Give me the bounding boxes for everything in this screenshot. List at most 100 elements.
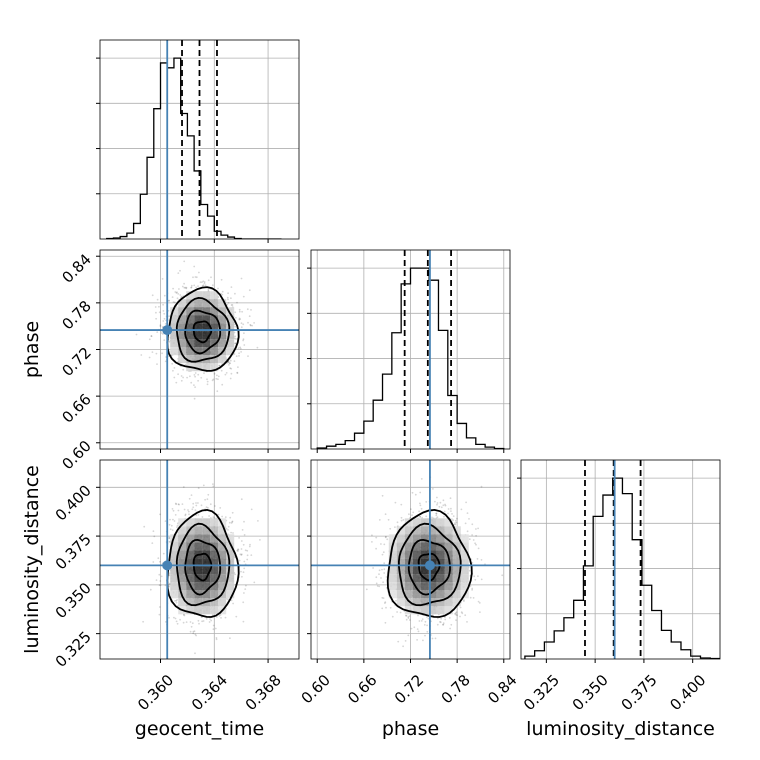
joint-geocent_time-phase-density-cell <box>194 347 203 356</box>
joint-geocent_time-luminosity_distance-density-cell <box>210 526 219 535</box>
joint-geocent_time-phase-sample-point <box>161 352 164 355</box>
joint-geocent_time-luminosity_distance-density-cell <box>178 550 187 559</box>
joint-geocent_time-luminosity_distance-sample-point <box>197 514 200 516</box>
joint-geocent_time-luminosity_distance-sample-point <box>149 588 152 591</box>
joint-phase-luminosity_distance-sample-point <box>436 503 438 506</box>
joint-phase-luminosity_distance-sample-point <box>371 541 373 543</box>
joint-phase-luminosity_distance-sample-point <box>450 507 452 510</box>
joint-geocent_time-phase-sample-point <box>234 342 237 345</box>
joint-geocent_time-luminosity_distance-density-cell <box>226 542 235 551</box>
joint-phase-luminosity_distance-sample-point <box>407 634 410 637</box>
joint-geocent_time-phase-sample-point <box>224 373 227 376</box>
joint-geocent_time-phase-sample-point <box>173 367 176 369</box>
joint-phase-luminosity_distance-sample-point <box>466 621 468 623</box>
joint-geocent_time-luminosity_distance-sample-point <box>197 487 200 489</box>
joint-geocent_time-phase-sample-point <box>206 380 209 383</box>
joint-geocent_time-luminosity_distance-sample-point <box>237 548 240 551</box>
joint-geocent_time-phase-sample-point <box>240 322 243 325</box>
joint-geocent_time-luminosity_distance-sample-point <box>170 524 173 527</box>
joint-phase-luminosity_distance-sample-point <box>396 611 398 613</box>
joint-geocent_time-phase-sample-point <box>195 276 198 279</box>
joint-geocent_time-phase-sample-point <box>242 339 245 342</box>
joint-geocent_time-phase-density-cell <box>210 355 219 364</box>
joint-geocent_time-phase-sample-point <box>177 272 180 274</box>
joint-geocent_time-luminosity_distance-density-cell <box>186 550 195 559</box>
joint-geocent_time-luminosity_distance-sample-point <box>201 516 204 518</box>
joint-phase-luminosity_distance-sample-point <box>419 502 421 505</box>
joint-phase-luminosity_distance-sample-point <box>468 538 471 541</box>
joint-geocent_time-phase-sample-point <box>155 352 158 355</box>
joint-phase-luminosity_distance-content <box>311 460 510 659</box>
joint-phase-luminosity_distance-sample-point <box>381 553 384 556</box>
joint-geocent_time-luminosity_distance-sample-point <box>200 504 203 507</box>
joint-geocent_time-luminosity_distance-density-cell <box>202 582 211 591</box>
joint-geocent_time-luminosity_distance-sample-point <box>208 660 210 662</box>
joint-geocent_time-phase-sample-point <box>148 338 151 341</box>
joint-geocent_time-phase-sample-point <box>194 375 197 378</box>
joint-geocent_time-luminosity_distance-sample-point <box>194 509 197 511</box>
joint-geocent_time-luminosity_distance-sample-point <box>208 515 211 517</box>
joint-phase-luminosity_distance-sample-point <box>399 611 402 614</box>
joint-geocent_time-phase-sample-point <box>168 340 171 343</box>
joint-geocent_time-luminosity_distance-sample-point <box>244 549 247 552</box>
joint-phase-luminosity_distance-sample-point <box>417 614 419 617</box>
joint-geocent_time-luminosity_distance-sample-point <box>192 506 195 509</box>
joint-phase-luminosity_distance-sample-point <box>435 512 438 515</box>
joint-phase-luminosity_distance-sample-point <box>464 522 467 525</box>
hist-luminosity_distance-frame <box>520 459 721 660</box>
joint-geocent_time-phase-sample-point <box>197 373 200 376</box>
joint-geocent_time-phase-sample-point <box>194 276 197 278</box>
joint-geocent_time-luminosity_distance-sample-point <box>215 637 218 639</box>
joint-geocent_time-phase-sample-point <box>217 375 220 378</box>
joint-geocent_time-phase-sample-point <box>251 324 254 327</box>
joint-geocent_time-phase-sample-point <box>163 317 166 320</box>
joint-phase-luminosity_distance-sample-point <box>404 640 407 642</box>
joint-geocent_time-luminosity_distance-contour-2 <box>184 538 222 596</box>
joint-geocent_time-phase-sample-point <box>193 397 196 400</box>
joint-geocent_time-phase-sample-point <box>234 342 237 345</box>
joint-geocent_time-phase-sample-point <box>194 372 197 374</box>
joint-geocent_time-phase-density-cell <box>218 299 227 308</box>
joint-phase-luminosity_distance-sample-point <box>472 597 475 599</box>
joint-geocent_time-phase-sample-point <box>183 282 186 285</box>
joint-geocent_time-luminosity_distance-density-cell <box>202 558 211 567</box>
joint-phase-luminosity_distance-sample-point <box>471 534 473 536</box>
joint-geocent_time-luminosity_distance-density-cell <box>202 590 211 599</box>
joint-geocent_time-luminosity_distance-sample-point <box>168 536 171 539</box>
joint-geocent_time-phase-sample-point <box>185 286 188 289</box>
joint-geocent_time-phase-sample-point <box>226 296 229 299</box>
joint-phase-luminosity_distance-sample-point <box>476 558 479 560</box>
joint-geocent_time-phase-density-cell <box>186 291 195 300</box>
joint-geocent_time-luminosity_distance-sample-point <box>162 552 165 555</box>
joint-phase-luminosity_distance-sample-point <box>389 606 392 609</box>
joint-geocent_time-luminosity_distance-sample-point <box>239 553 242 556</box>
joint-geocent_time-phase-sample-point <box>156 363 158 365</box>
joint-geocent_time-phase-sample-point <box>190 284 193 287</box>
joint-phase-luminosity_distance-sample-point <box>459 615 461 618</box>
joint-geocent_time-phase-density-cell <box>186 323 195 332</box>
joint-geocent_time-phase-panel <box>99 249 300 453</box>
joint-geocent_time-luminosity_distance-sample-point <box>240 553 243 556</box>
joint-phase-luminosity_distance-sample-point <box>375 536 378 539</box>
joint-geocent_time-phase-sample-point <box>201 281 203 283</box>
joint-phase-luminosity_distance-sample-point <box>384 601 387 603</box>
joint-phase-luminosity_distance-sample-point <box>375 547 377 550</box>
joint-geocent_time-phase-density-cell <box>178 339 187 348</box>
joint-geocent_time-phase-density-cell <box>202 307 211 316</box>
joint-geocent_time-luminosity_distance-sample-point <box>173 520 176 522</box>
joint-geocent_time-phase-content <box>100 250 299 449</box>
joint-geocent_time-phase-sample-point <box>226 303 229 306</box>
joint-phase-luminosity_distance-sample-point <box>452 515 455 517</box>
joint-geocent_time-luminosity_distance-sample-point <box>230 599 233 602</box>
joint-phase-luminosity_distance-sample-point <box>389 527 392 530</box>
joint-geocent_time-luminosity_distance-content <box>100 460 299 662</box>
hist-geocent_time-steps <box>106 57 282 239</box>
joint-geocent_time-phase-density-cell <box>194 339 203 348</box>
joint-geocent_time-luminosity_distance-density-cell <box>226 574 235 583</box>
joint-geocent_time-luminosity_distance-density-cell <box>194 518 203 527</box>
joint-geocent_time-luminosity_distance-frame <box>99 459 300 660</box>
joint-geocent_time-luminosity_distance-density-cell <box>218 582 227 591</box>
joint-geocent_time-phase-density-cell <box>186 339 195 348</box>
joint-geocent_time-phase-sample-point <box>247 355 249 357</box>
joint-geocent_time-luminosity_distance-density-cell <box>170 542 179 551</box>
